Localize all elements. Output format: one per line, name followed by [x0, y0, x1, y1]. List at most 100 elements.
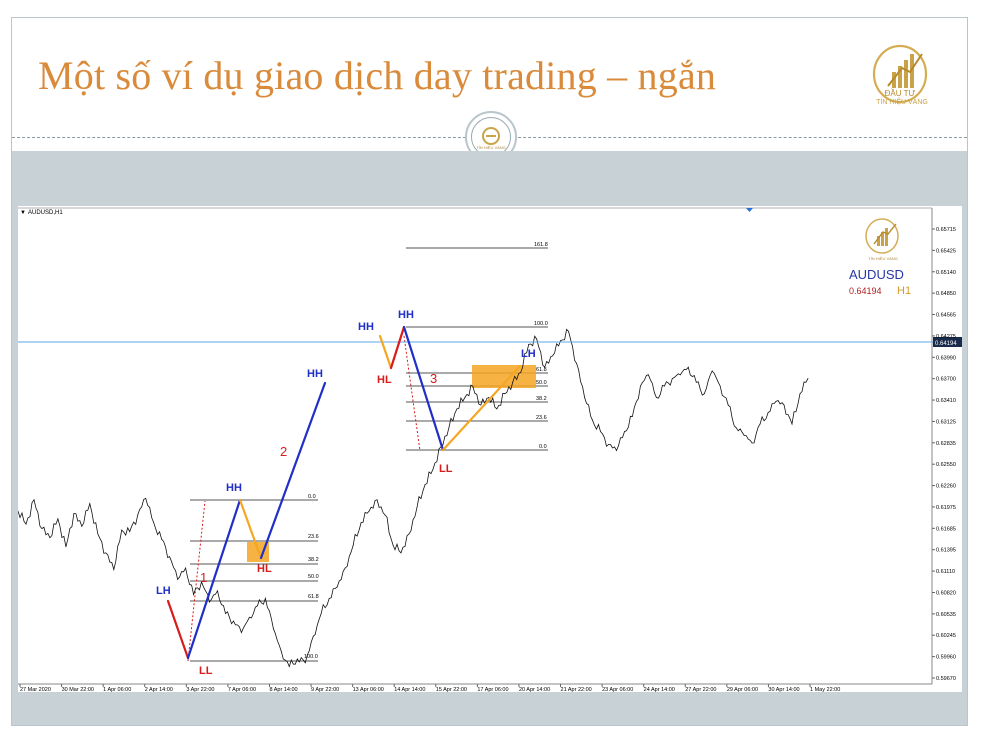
price-chart[interactable]: ▼ AUDUSD,H1 0.0 23.6 38.2 50.0 61.8 100.…: [17, 206, 962, 693]
price-point: [65, 546, 67, 548]
time-tick-label: 30 Mar 22:00: [62, 687, 94, 692]
price-tick-label: 0.64850: [936, 291, 956, 297]
price-tick-label: 0.60535: [936, 612, 956, 618]
price-point: [520, 372, 522, 373]
time-tick-label: 1 May 22:00: [810, 687, 840, 692]
time-tick-label: 15 Apr 22:00: [436, 687, 467, 692]
price-point: [432, 469, 434, 470]
time-tick-label: 9 Apr 22:00: [311, 687, 339, 692]
price-point: [344, 567, 346, 569]
fib1-label-61-8: 61.8: [308, 594, 319, 600]
label-lh-2: LH: [521, 348, 536, 360]
pullback-zone-2: [472, 365, 536, 388]
time-tick-label: 2 Apr 14:00: [145, 687, 173, 692]
leg-number-2: 2: [280, 444, 287, 459]
price-point: [592, 419, 593, 421]
price-point: [33, 499, 35, 501]
time-tick-label: 1 Apr 06:00: [103, 687, 131, 692]
price-point: [169, 556, 171, 558]
chart-band-left: [12, 206, 18, 692]
price-point: [664, 385, 665, 387]
info-price: 0.64194: [849, 286, 882, 296]
price-point: [528, 344, 530, 345]
price-point: [616, 450, 617, 451]
price-point: [536, 338, 538, 340]
price-point: [576, 363, 577, 364]
price-point: [448, 427, 450, 429]
price-point: [496, 408, 498, 410]
label-hh-1: HH: [226, 482, 242, 494]
time-tick-label: 27 Mar 2020: [20, 687, 51, 692]
price-tick-label: 0.63410: [936, 398, 956, 404]
label-hh-3: HH: [358, 321, 374, 333]
time-tick-label: 23 Apr 06:00: [602, 687, 633, 692]
price-point: [73, 513, 75, 514]
price-point: [504, 393, 506, 395]
fib1-label-23-6: 23.6: [308, 534, 319, 540]
price-point: [217, 590, 218, 592]
time-tick-label: 14 Apr 14:00: [394, 687, 425, 692]
price-point: [695, 381, 697, 383]
price-point: [679, 374, 681, 376]
price-point: [352, 544, 354, 546]
price-point: [743, 435, 745, 436]
price-tick-label: 0.63125: [936, 419, 956, 425]
price-point: [544, 366, 546, 368]
price-point: [312, 635, 314, 637]
price-point: [600, 431, 601, 432]
leg-pullback-2: [378, 334, 393, 370]
price-tick-label: 0.64565: [936, 313, 956, 319]
price-point: [209, 601, 210, 603]
time-tick-label: 8 Apr 14:00: [269, 687, 297, 692]
price-point: [336, 586, 338, 588]
price-point: [584, 397, 585, 398]
time-tick-label: 21 Apr 22:00: [561, 687, 592, 692]
dotted-guide-2: [403, 335, 421, 452]
price-point: [416, 507, 418, 508]
price-tick-label: 0.61395: [936, 548, 956, 554]
price-point: [480, 404, 482, 406]
chart-symbol-dropdown[interactable]: ▼: [20, 210, 26, 216]
chart-band-top: [12, 151, 967, 206]
info-symbol: AUDUSD: [849, 267, 904, 282]
fib2-label-50: 50.0: [536, 380, 547, 386]
price-point: [153, 522, 155, 523]
price-point: [735, 427, 737, 429]
price-point: [488, 397, 490, 398]
time-tick-label: 29 Apr 06:00: [727, 687, 758, 692]
price-point: [783, 404, 785, 406]
price-tick-label: 0.65425: [936, 248, 956, 254]
time-tick-label: 13 Apr 06:00: [353, 687, 384, 692]
price-tick-label: 0.60820: [936, 590, 956, 596]
price-point: [257, 605, 258, 607]
price-point: [656, 397, 657, 398]
price-point: [608, 444, 609, 445]
fib-set-1: [190, 499, 318, 662]
price-point: [624, 431, 625, 432]
price-point: [328, 598, 330, 599]
chart-band-bottom: [12, 692, 967, 725]
time-tick-label: 30 Apr 14:00: [768, 687, 799, 692]
top-marker-icon: [746, 208, 753, 212]
price-point: [472, 385, 474, 387]
price-tick-label: 0.60245: [936, 633, 956, 639]
price-tick-label: 0.62835: [936, 441, 956, 447]
price-point: [400, 552, 402, 554]
label-ll-1: LL: [199, 665, 213, 677]
price-point: [97, 533, 99, 535]
price-point: [137, 514, 139, 516]
price-tick-label: 0.62260: [936, 484, 956, 490]
price-tick-label: 0.63700: [936, 377, 956, 383]
label-hh-4: HH: [398, 309, 414, 321]
logo-brand-text: ĐẦU TƯ: [885, 88, 916, 98]
leg-bear-1: [166, 599, 190, 660]
price-point: [265, 598, 266, 599]
price-tick-label: 0.65140: [936, 270, 956, 276]
logo-caption: TÍN HIỆU VÀNG: [876, 99, 928, 106]
price-point: [775, 400, 777, 402]
price-point: [304, 662, 306, 664]
price-tick-label: 0.59960: [936, 655, 956, 661]
price-chart-panel[interactable]: ▼ AUDUSD,H1 0.0 23.6 38.2 50.0 61.8 100.…: [17, 206, 962, 693]
price-point: [807, 378, 809, 379]
price-point: [632, 416, 633, 417]
